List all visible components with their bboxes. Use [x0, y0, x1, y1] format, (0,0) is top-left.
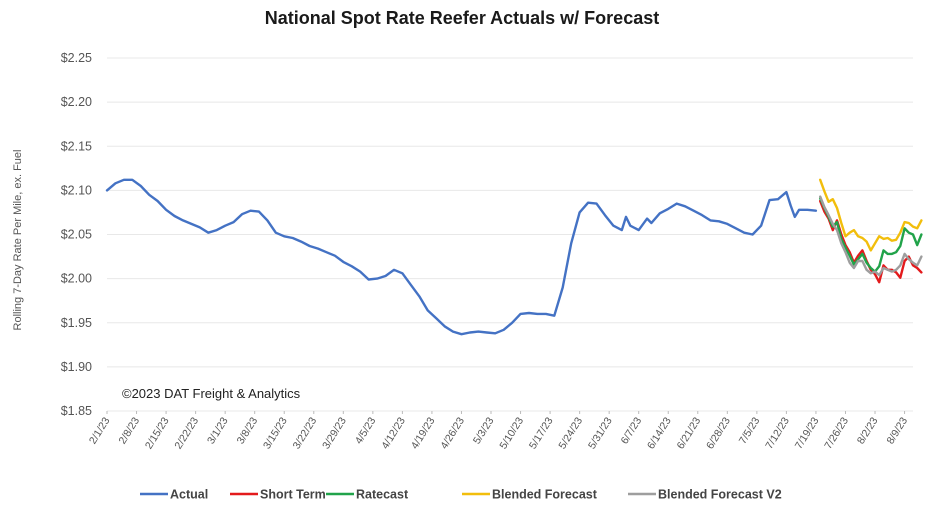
x-tick-label: 4/26/23: [438, 415, 467, 451]
series-line-blended-forecast-v2: [819, 195, 923, 277]
x-tick-label: 3/15/23: [261, 415, 290, 451]
legend-label: Blended Forecast V2: [658, 488, 782, 502]
copyright-note: ©2023 DAT Freight & Analytics: [122, 386, 301, 401]
y-tick-label: $2.05: [61, 228, 92, 242]
x-tick-label: 6/14/23: [645, 415, 674, 451]
x-tick-label: 8/2/23: [855, 415, 881, 446]
y-axis-label: Rolling 7-Day Rate Per Mile, ex. Fuel: [12, 150, 24, 331]
chart-title: National Spot Rate Reefer Actuals w/ For…: [265, 8, 659, 28]
x-tick-label: 5/10/23: [497, 415, 526, 451]
legend-item: Ratecast: [326, 488, 409, 502]
y-tick-label: $2.10: [61, 183, 92, 197]
legend-item: Blended Forecast V2: [628, 488, 782, 502]
x-tick-label: 2/22/23: [172, 415, 201, 451]
x-tick-label: 3/8/23: [235, 415, 261, 446]
x-tick-label: 5/31/23: [586, 415, 615, 451]
legend-item: Actual: [140, 488, 208, 502]
x-tick-label: 7/5/23: [737, 415, 763, 446]
legend-label: Ratecast: [356, 488, 409, 502]
series-lines: [105, 178, 923, 336]
y-tick-label: $1.90: [61, 360, 92, 374]
x-tick-label: 5/17/23: [527, 415, 556, 451]
y-tick-label: $2.00: [61, 272, 92, 286]
y-tick-label: $2.25: [61, 51, 92, 65]
y-tick-label: $2.15: [61, 139, 92, 153]
legend-label: Blended Forecast: [492, 488, 598, 502]
gridlines: [107, 57, 913, 412]
y-tick-label: $1.95: [61, 316, 92, 330]
x-tick-label: 2/8/23: [116, 415, 142, 446]
x-tick-label: 5/24/23: [556, 415, 585, 451]
y-axis: $1.85 $1.90 $1.95 $2.00 $2.05 $2.10 $2.15 $2.20…: [61, 51, 92, 418]
x-tick-label: 4/19/23: [409, 415, 438, 451]
x-tick-label: 3/29/23: [320, 415, 349, 451]
series-line-short-term: [819, 199, 923, 284]
x-tick-label: 2/1/23: [87, 415, 113, 446]
series-line-blended-forecast: [819, 178, 923, 252]
x-tick-label: 7/26/23: [822, 415, 851, 451]
series-line-actual: [105, 178, 818, 336]
x-tick-label: 4/12/23: [379, 415, 408, 451]
legend: Actual Short Term Ratecast Blended Forecast…: [140, 488, 782, 502]
x-axis: 2/1/23 2/8/23 2/15/23 2/22/23 3/1/23 3/8/23 3/…: [87, 411, 910, 451]
x-tick-label: 7/19/23: [793, 415, 822, 451]
legend-label: Short Term: [260, 488, 326, 502]
y-tick-label: $1.85: [61, 404, 92, 418]
y-tick-label: $2.20: [61, 95, 92, 109]
legend-item: Blended Forecast: [462, 488, 598, 502]
x-tick-label: 6/7/23: [619, 415, 645, 446]
series-line-ratecast: [819, 197, 923, 273]
legend-label: Actual: [170, 488, 208, 502]
x-tick-label: 2/15/23: [143, 415, 172, 451]
x-tick-label: 8/9/23: [884, 415, 910, 446]
x-tick-label: 6/28/23: [704, 415, 733, 451]
x-tick-label: 7/12/23: [763, 415, 792, 451]
legend-item: Short Term: [230, 488, 326, 502]
x-tick-label: 6/21/23: [675, 415, 704, 451]
x-tick-label: 3/22/23: [291, 415, 320, 451]
x-tick-label: 3/1/23: [205, 415, 231, 446]
x-tick-label: 5/3/23: [471, 415, 497, 446]
x-tick-label: 4/5/23: [353, 415, 379, 446]
